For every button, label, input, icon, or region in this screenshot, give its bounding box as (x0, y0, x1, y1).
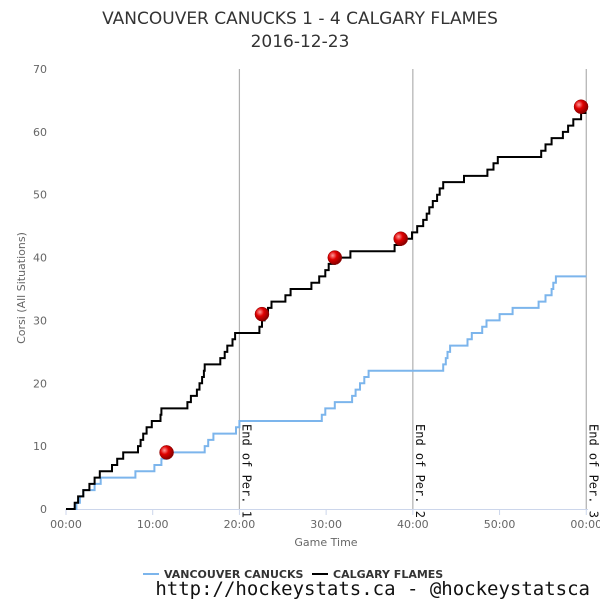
legend-vancouver-label: VANCOUVER CANUCKS (164, 568, 303, 581)
y-tick-label: 30 (33, 314, 47, 327)
x-tick-label: 30:00 (310, 518, 342, 531)
series-line-calgary (66, 105, 587, 510)
goal-marker (254, 306, 270, 322)
chart-subtitle: 2016-12-23 (251, 32, 350, 52)
x-tick-label: 20:00 (224, 518, 256, 531)
goal-marker (393, 231, 408, 246)
y-tick-label: 50 (33, 189, 47, 202)
y-tick-label: 70 (33, 63, 47, 76)
credit-text: http://hockeystats.ca - @hockeystatsca (155, 578, 590, 600)
y-tick-label: 10 (33, 440, 47, 453)
x-tick-label: 40:00 (397, 518, 429, 531)
legend-calgary-label: CALGARY FLAMES (333, 568, 443, 581)
goal-marker (573, 99, 589, 114)
x-axis-title: Game Time (294, 536, 357, 549)
x-tick-label: 50:00 (484, 518, 516, 531)
y-tick-label: 0 (40, 503, 47, 516)
period-marker-label: End of Per. 1 (239, 424, 253, 518)
series-line-vancouver (66, 275, 587, 510)
period-marker-label: End of Per. 3 (586, 424, 600, 518)
y-tick-label: 20 (33, 377, 47, 390)
goal-marker (327, 250, 343, 265)
y-axis-title: Corsi (All Situations) (15, 232, 28, 344)
plot-area: End of Per. 1 End of Per. 2 End of Per. 30… (33, 63, 600, 531)
x-tick-label: 00:00 (570, 518, 600, 531)
y-tick-label: 60 (33, 126, 47, 139)
legend: VANCOUVER CANUCKS CALGARY FLAMES (143, 568, 443, 581)
chart-title: VANCOUVER CANUCKS 1 - 4 CALGARY FLAMES (102, 9, 498, 29)
x-tick-label: 10:00 (137, 518, 169, 531)
x-tick-label: 00:00 (50, 518, 82, 531)
goal-marker (159, 445, 174, 460)
y-tick-label: 40 (33, 252, 47, 265)
period-marker-label: End of Per. 2 (413, 424, 427, 518)
